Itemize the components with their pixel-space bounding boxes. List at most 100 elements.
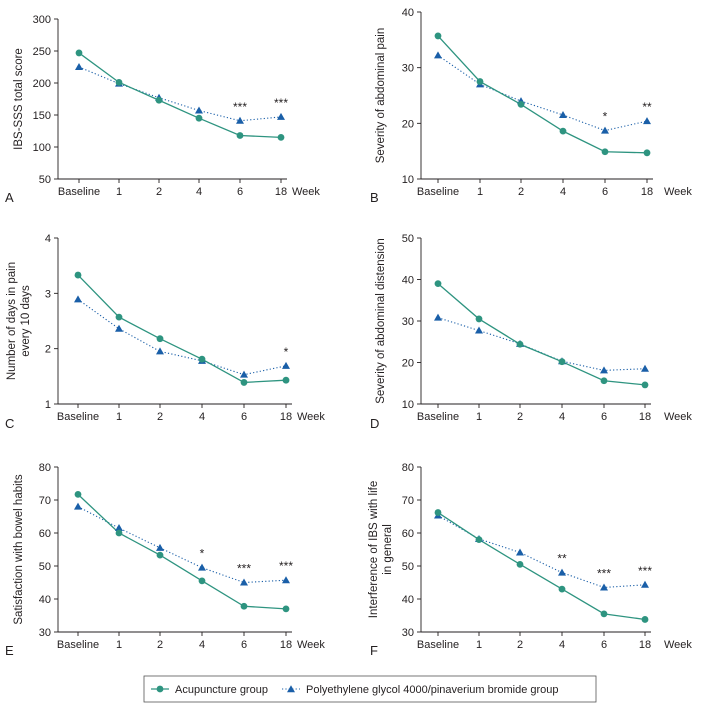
acupuncture-point xyxy=(75,49,83,57)
acupuncture-point xyxy=(641,616,649,623)
acupuncture-point xyxy=(236,132,244,139)
peg-point xyxy=(641,580,649,588)
peg-point xyxy=(559,110,567,118)
x-tick-label: 18 xyxy=(641,186,653,198)
x-tick-label: Baseline xyxy=(57,411,99,423)
significance-annotation: * xyxy=(603,110,608,124)
peg-point xyxy=(434,313,442,321)
x-tick-label: 18 xyxy=(639,639,651,651)
x-tick-label: 6 xyxy=(601,411,607,423)
y-axis-label: in general xyxy=(382,524,394,575)
y-tick-label: 30 xyxy=(39,627,51,639)
panel-letter: A xyxy=(5,190,14,205)
peg-point xyxy=(115,524,123,532)
y-tick-label: 60 xyxy=(39,528,51,540)
acupuncture-point xyxy=(277,134,285,141)
legend-acupuncture-marker xyxy=(156,685,164,693)
y-axis-label: Interference of IBS with life xyxy=(368,481,380,618)
legend-peg-marker xyxy=(287,685,295,693)
x-tick-label: 6 xyxy=(237,186,243,198)
x-tick-label: 2 xyxy=(518,186,524,198)
panel-b: 10 20 30 40 Baseline 1 2 4 6 18 Week Severity of ab… xyxy=(370,7,692,205)
x-tick-label: 18 xyxy=(275,186,287,198)
x-tick-label: 1 xyxy=(476,411,482,423)
peg-point xyxy=(282,576,290,584)
x-tick-label: 18 xyxy=(639,411,651,423)
peg-point xyxy=(195,106,203,114)
x-tick-label: Baseline xyxy=(57,639,99,651)
acupuncture-point xyxy=(198,355,206,363)
x-unit-label: Week xyxy=(297,411,325,423)
series-line-acupuncture xyxy=(77,274,287,384)
peg-point xyxy=(600,366,608,374)
peg-point xyxy=(156,347,164,355)
y-tick-label: 250 xyxy=(33,46,51,58)
series-line-peg xyxy=(77,298,287,376)
x-tick-label: 6 xyxy=(602,186,608,198)
y-tick-label: 10 xyxy=(402,399,414,411)
y-tick-label: 70 xyxy=(39,495,51,507)
x-tick-label: 4 xyxy=(560,186,566,198)
y-tick-label: 80 xyxy=(39,462,51,474)
panel-letter: E xyxy=(5,643,14,658)
peg-point xyxy=(558,568,566,576)
y-axis-label: Severity of abdominal distension xyxy=(375,238,387,404)
y-tick-label: 40 xyxy=(402,275,414,287)
acupuncture-point xyxy=(282,605,290,613)
acupuncture-point xyxy=(601,148,609,156)
y-tick-label: 70 xyxy=(402,495,414,507)
series-line-acupuncture xyxy=(77,493,287,610)
acupuncture-point xyxy=(156,551,164,559)
x-tick-label: 4 xyxy=(559,411,565,423)
y-tick-label: 50 xyxy=(402,233,414,245)
acupuncture-point xyxy=(240,379,248,386)
x-tick-label: 4 xyxy=(559,639,565,651)
x-tick-label: 1 xyxy=(477,186,483,198)
series-line-acupuncture xyxy=(437,35,648,154)
acupuncture-point xyxy=(643,149,651,157)
y-axis-label: Severity of abdominal pain xyxy=(375,28,387,164)
x-tick-label: 2 xyxy=(517,639,523,651)
significance-annotation: *** xyxy=(279,559,293,573)
y-tick-label: 1 xyxy=(45,399,51,411)
peg-point xyxy=(156,543,164,551)
y-tick-label: 300 xyxy=(33,14,51,26)
acupuncture-point xyxy=(475,315,483,323)
x-tick-label: Baseline xyxy=(417,411,459,423)
peg-point xyxy=(198,563,206,571)
legend-acupuncture-label: Acupuncture group xyxy=(175,684,268,696)
x-tick-label: 4 xyxy=(196,186,202,198)
acupuncture-point xyxy=(517,101,525,108)
significance-annotation: ** xyxy=(557,552,567,566)
panel-letter: B xyxy=(370,190,379,205)
x-tick-label: 6 xyxy=(241,639,247,651)
x-tick-label: 4 xyxy=(199,411,205,423)
panel-letter: D xyxy=(370,416,379,431)
x-tick-label: 2 xyxy=(157,411,163,423)
panel-f: 30 40 50 60 70 80 Baseline 1 2 4 6 18 Week Interferen… xyxy=(368,462,692,658)
series-line-peg xyxy=(78,66,282,122)
significance-annotation: * xyxy=(200,547,205,561)
acupuncture-point xyxy=(115,78,123,86)
y-tick-label: 30 xyxy=(402,316,414,328)
peg-point xyxy=(516,548,524,556)
significance-annotation: ** xyxy=(642,100,652,114)
acupuncture-point xyxy=(74,271,82,279)
x-tick-label: 18 xyxy=(280,639,292,651)
x-tick-label: 1 xyxy=(476,639,482,651)
y-tick-label: 200 xyxy=(33,78,51,90)
x-unit-label: Week xyxy=(297,639,325,651)
legend: Acupuncture group Polyethylene glycol 40… xyxy=(143,675,597,703)
y-axis-label: IBS-SSS total score xyxy=(13,48,25,150)
acupuncture-point xyxy=(195,114,203,122)
series-line-acupuncture xyxy=(437,511,646,621)
y-tick-label: 3 xyxy=(45,288,51,300)
significance-annotation: * xyxy=(284,345,289,359)
x-tick-label: 6 xyxy=(601,639,607,651)
acupuncture-point xyxy=(240,602,248,610)
x-unit-label: Week xyxy=(664,186,692,198)
panel-e: 30 40 50 60 70 80 Baseline 1 2 4 6 18 Week Satisfacti… xyxy=(5,462,325,658)
y-tick-label: 20 xyxy=(402,358,414,370)
acupuncture-point xyxy=(641,381,649,389)
acupuncture-point xyxy=(559,127,567,135)
